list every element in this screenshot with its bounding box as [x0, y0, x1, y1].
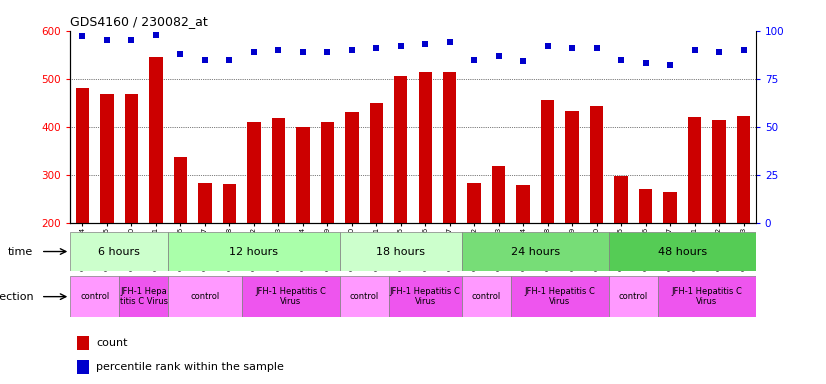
- Bar: [198, 183, 211, 319]
- Bar: [609, 276, 657, 317]
- Text: JFH-1 Hepatitis C
Virus: JFH-1 Hepatitis C Virus: [525, 287, 596, 306]
- Point: [297, 49, 310, 55]
- Bar: [468, 183, 481, 319]
- Point: [688, 47, 701, 53]
- Point: [345, 47, 358, 53]
- Point: [173, 51, 187, 57]
- Text: 6 hours: 6 hours: [98, 247, 140, 257]
- Text: 12 hours: 12 hours: [230, 247, 278, 257]
- Bar: [541, 100, 554, 319]
- Text: 48 hours: 48 hours: [657, 247, 707, 257]
- Bar: [100, 94, 114, 319]
- Bar: [516, 185, 530, 319]
- Point: [100, 37, 113, 43]
- Bar: [247, 122, 260, 319]
- Bar: [737, 116, 750, 319]
- Point: [320, 49, 334, 55]
- Bar: [77, 360, 89, 374]
- Text: JFH-1 Hepa
titis C Virus: JFH-1 Hepa titis C Virus: [120, 287, 168, 306]
- Text: JFH-1 Hepatitis C
Virus: JFH-1 Hepatitis C Virus: [390, 287, 461, 306]
- Text: time: time: [8, 247, 34, 257]
- Point: [76, 33, 89, 40]
- Bar: [462, 276, 511, 317]
- Bar: [77, 336, 89, 350]
- Point: [492, 53, 506, 59]
- Point: [370, 45, 383, 51]
- Bar: [70, 276, 119, 317]
- Bar: [566, 111, 579, 319]
- Bar: [615, 176, 628, 319]
- Bar: [339, 232, 462, 271]
- Bar: [511, 276, 609, 317]
- Text: 18 hours: 18 hours: [377, 247, 425, 257]
- Bar: [223, 184, 236, 319]
- Bar: [638, 189, 653, 319]
- Text: control: control: [190, 292, 220, 301]
- Bar: [419, 71, 432, 319]
- Point: [737, 47, 750, 53]
- Text: GDS4160 / 230082_at: GDS4160 / 230082_at: [70, 15, 208, 28]
- Bar: [70, 232, 169, 271]
- Bar: [296, 127, 310, 319]
- Bar: [443, 71, 457, 319]
- Text: percentile rank within the sample: percentile rank within the sample: [97, 362, 284, 372]
- Bar: [688, 117, 701, 319]
- Point: [223, 56, 236, 63]
- Bar: [320, 122, 334, 319]
- Bar: [388, 276, 462, 317]
- Bar: [663, 192, 676, 319]
- Point: [150, 31, 163, 38]
- Point: [639, 60, 653, 66]
- Point: [713, 49, 726, 55]
- Bar: [272, 118, 285, 319]
- Point: [198, 56, 211, 63]
- Point: [419, 41, 432, 47]
- Point: [468, 56, 481, 63]
- Bar: [241, 276, 339, 317]
- Bar: [462, 232, 609, 271]
- Point: [590, 45, 603, 51]
- Text: control: control: [349, 292, 378, 301]
- Text: JFH-1 Hepatitis C
Virus: JFH-1 Hepatitis C Virus: [672, 287, 743, 306]
- Point: [272, 47, 285, 53]
- Bar: [76, 88, 89, 319]
- Bar: [590, 106, 603, 319]
- Point: [247, 49, 260, 55]
- Text: control: control: [619, 292, 648, 301]
- Text: control: control: [80, 292, 109, 301]
- Bar: [125, 94, 138, 319]
- Bar: [712, 119, 726, 319]
- Bar: [119, 276, 169, 317]
- Bar: [169, 232, 339, 271]
- Bar: [339, 276, 388, 317]
- Text: infection: infection: [0, 291, 34, 302]
- Text: 24 hours: 24 hours: [510, 247, 560, 257]
- Bar: [173, 157, 188, 319]
- Bar: [345, 112, 358, 319]
- Text: JFH-1 Hepatitis C
Virus: JFH-1 Hepatitis C Virus: [255, 287, 326, 306]
- Point: [394, 43, 407, 49]
- Point: [541, 43, 554, 49]
- Bar: [150, 57, 163, 319]
- Bar: [492, 166, 506, 319]
- Point: [516, 58, 529, 65]
- Point: [615, 56, 628, 63]
- Text: control: control: [472, 292, 501, 301]
- Point: [663, 62, 676, 68]
- Bar: [609, 232, 756, 271]
- Bar: [394, 76, 407, 319]
- Bar: [369, 103, 383, 319]
- Point: [566, 45, 579, 51]
- Bar: [169, 276, 242, 317]
- Text: count: count: [97, 338, 128, 348]
- Point: [443, 39, 456, 45]
- Bar: [657, 276, 756, 317]
- Point: [125, 37, 138, 43]
